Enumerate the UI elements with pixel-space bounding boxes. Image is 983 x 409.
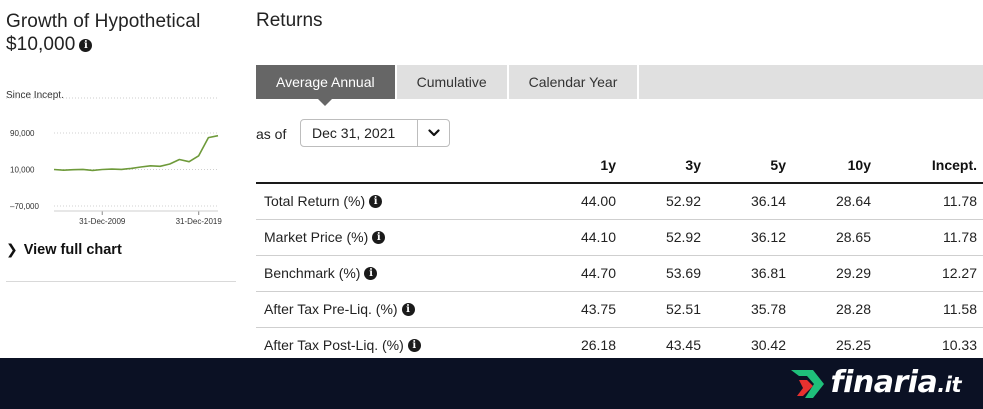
cell-value: 52.51 <box>622 291 707 328</box>
info-icon[interactable]: i <box>369 195 383 209</box>
cell-value: 11.78 <box>877 183 983 220</box>
as-of-date-value: Dec 31, 2021 <box>312 125 396 141</box>
chart-y-tick-label: 10,000 <box>10 166 35 175</box>
column-header-3y: 3y <box>622 148 707 184</box>
since-inception-label: Since Incept. <box>6 90 64 101</box>
table-row: Total Return (%) i 44.00 52.92 36.14 28.6… <box>256 183 983 220</box>
row-label: Market Price (%) <box>264 229 369 245</box>
cell-value: 43.75 <box>536 291 622 328</box>
tab-average-annual[interactable]: Average Annual <box>256 65 397 106</box>
column-header-5y: 5y <box>707 148 792 184</box>
column-header-inception: Incept. <box>877 148 983 184</box>
cell-value: 11.78 <box>877 219 983 256</box>
cell-value: 25.25 <box>792 327 877 364</box>
growth-title-line1: Growth of Hypothetical <box>6 11 201 32</box>
row-label: Total Return (%) <box>264 193 366 210</box>
finaria-logo-icon <box>790 370 824 398</box>
cell-value: 52.92 <box>622 219 707 256</box>
tab-cumulative[interactable]: Cumulative <box>397 65 509 99</box>
column-header <box>256 148 536 184</box>
chart-x-tick-label: 31-Dec-2009 <box>79 217 126 226</box>
info-icon[interactable]: i <box>79 39 93 52</box>
cell-value: 29.29 <box>792 255 877 292</box>
cell-value: 28.64 <box>792 183 877 220</box>
dropdown-button[interactable] <box>417 120 449 146</box>
brand-name: finaria <box>830 365 938 400</box>
as-of-date-select[interactable]: Dec 31, 2021 <box>300 119 450 147</box>
info-icon[interactable]: i <box>372 231 386 244</box>
column-header-10y: 10y <box>792 148 877 184</box>
chart-series-line <box>53 134 219 172</box>
cell-value: 44.00 <box>536 183 622 220</box>
table-row: After Tax Pre-Liq. (%) i 43.75 52.51 35.7… <box>256 291 983 328</box>
as-of-label: as of <box>256 126 287 142</box>
table-header-row: 1y 3y 5y 10y Incept. <box>256 148 983 184</box>
cell-value: 11.58 <box>877 291 983 328</box>
table-row: Market Price (%) i 44.10 52.92 36.12 28.6… <box>256 219 983 256</box>
brand-logo[interactable]: finaria.it <box>790 364 961 404</box>
chevron-right-icon: ❯ <box>6 241 18 257</box>
cell-value: 36.12 <box>707 219 792 256</box>
chart-y-tick-label: 90,000 <box>10 129 35 138</box>
cell-value: 44.10 <box>536 219 622 256</box>
cell-value: 44.70 <box>536 255 622 292</box>
returns-table: 1y 3y 5y 10y Incept. Total Return (%) i 4… <box>256 148 983 364</box>
row-label: After Tax Pre-Liq. (%) <box>264 301 398 317</box>
cell-value: 35.78 <box>707 291 792 328</box>
view-full-chart-link[interactable]: ❯ View full chart <box>6 241 122 258</box>
cell-value: 12.27 <box>877 255 983 292</box>
cell-value: 43.45 <box>622 327 707 364</box>
table-row: Benchmark (%) i 44.70 53.69 36.81 29.29 1… <box>256 255 983 292</box>
growth-title-line2: $10,000 <box>6 34 76 55</box>
info-icon[interactable]: i <box>407 339 421 352</box>
cell-value: 52.92 <box>622 183 707 220</box>
returns-tabs: Average Annual Cumulative Calendar Year <box>256 65 983 106</box>
tab-calendar-year[interactable]: Calendar Year <box>509 65 640 99</box>
growth-title: Growth of Hypothetical $10,000 i <box>6 10 200 56</box>
growth-mini-chart[interactable]: 90,000 10,000 –70,000 31-Dec-2009 31-Dec-201… <box>6 96 222 230</box>
view-full-chart-label: View full chart <box>23 242 122 258</box>
row-label: Benchmark (%) <box>264 265 361 281</box>
returns-title: Returns <box>256 10 323 31</box>
cell-value: 28.28 <box>792 291 877 328</box>
chevron-down-icon <box>427 129 440 137</box>
cell-value: 53.69 <box>622 255 707 292</box>
column-header-1y: 1y <box>536 148 622 184</box>
info-icon[interactable]: i <box>364 267 378 280</box>
cell-value: 10.33 <box>877 327 983 364</box>
divider <box>6 281 236 282</box>
cell-value: 28.65 <box>792 219 877 256</box>
growth-panel: Growth of Hypothetical $10,000 i Since In… <box>6 0 238 358</box>
cell-value: 36.81 <box>707 255 792 292</box>
chart-y-tick-label: –70,000 <box>10 202 39 211</box>
row-label: After Tax Post-Liq. (%) <box>264 337 404 353</box>
brand-tld: .it <box>937 373 961 397</box>
cell-value: 36.14 <box>707 183 792 220</box>
chart-x-tick-label: 31-Dec-2019 <box>176 217 222 226</box>
info-icon[interactable]: i <box>401 303 415 316</box>
footer-banner: finaria.it <box>0 358 983 409</box>
